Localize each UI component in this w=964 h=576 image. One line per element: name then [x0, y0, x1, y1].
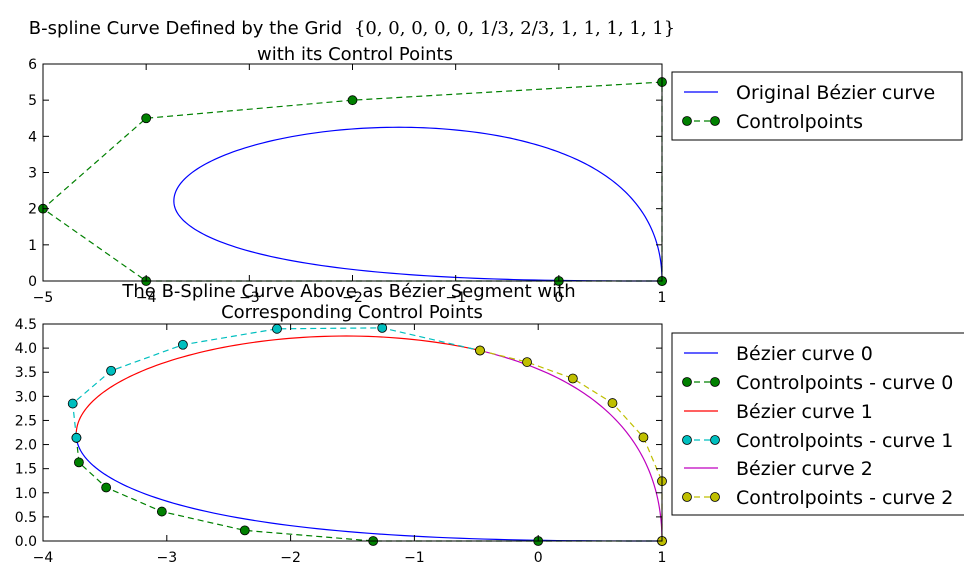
x-tick-label: −1 — [445, 290, 466, 306]
chart-bottom: −4 −3 −2 −1 0 1 0.0 0.5 1.0 1.5 2.0 2.5 3.0 3.5 4.0 4.5… — [15, 281, 667, 566]
x-tick-label: −3 — [239, 290, 260, 306]
chart-bottom-legend: Bézier curve 0 Controlpoints - curve 0 B… — [671, 332, 964, 516]
y-tick-label: 0.0 — [15, 534, 37, 550]
legend-label-controlpoints-1: Controlpoints - curve 1 — [736, 430, 953, 452]
y-tick-label: 2 — [28, 202, 37, 218]
x-tick-label: −3 — [156, 550, 177, 566]
data-point-controlpoints-curve-1 — [106, 365, 116, 376]
y-tick-label: 4 — [28, 129, 37, 145]
y-tick-label: 2.0 — [15, 438, 37, 454]
legend-marker-controlpoints-b — [710, 116, 720, 126]
chart-top-title-math: {0, 0, 0, 0, 0, 1/3, 2/3, 1, 1, 1, 1, 1} — [354, 18, 675, 39]
series-line-controlpoints — [42, 81, 663, 282]
x-tick-label: −4 — [33, 550, 54, 566]
chart-top-title-line2: with its Control Points — [257, 44, 453, 65]
chart-top: B-spline Curve Defined by the Grid {0, 0… — [28, 18, 675, 306]
data-point-controlpoints-curve-1 — [177, 339, 188, 350]
y-tick-label: 1.5 — [15, 462, 37, 478]
legend-label-bezier-2: Bézier curve 2 — [736, 458, 873, 480]
chart-top-legend: Original Bézier curve Controlpoints — [671, 71, 963, 141]
y-tick-label: 0.5 — [15, 510, 37, 526]
series-line-original-b-zier-curve — [173, 126, 663, 282]
x-tick-label: 0 — [534, 550, 543, 566]
legend-label-bezier-0: Bézier curve 0 — [736, 343, 873, 365]
legend-marker-controlpoints-0-b — [710, 377, 720, 387]
chart-bottom-axes-frame — [42, 323, 663, 542]
chart-bottom-plot-area — [67, 322, 667, 546]
legend-marker-controlpoints-a — [682, 116, 692, 126]
x-tick-label: −4 — [136, 290, 157, 306]
chart-top-ticks: −5 −4 −3 −2 −1 0 1 0 1 2 3 4 5 6 — [28, 57, 666, 306]
chart-bottom-title: The B-Spline Curve Above as Bézier Segme… — [121, 281, 575, 302]
data-point-controlpoints-curve-2 — [607, 398, 618, 408]
legend-label-bezier-1: Bézier curve 1 — [736, 401, 873, 423]
data-point-controlpoints-curve-1 — [377, 322, 388, 333]
data-point-controlpoints-curve-2 — [567, 373, 578, 384]
data-point-controlpoints-curve-0 — [239, 525, 250, 536]
chart-bottom-ticks: −4 −3 −2 −1 0 1 0.0 0.5 1.0 1.5 2.0 2.5 3.0 3.5 4.0 4.5 — [15, 317, 667, 566]
data-point-controlpoints — [347, 95, 358, 106]
series-line-b-zier-curve-1 — [75, 335, 481, 438]
chart-bottom-title-line2: Corresponding Control Points — [221, 302, 483, 323]
y-tick-label: 2.5 — [15, 413, 37, 429]
x-tick-label: −2 — [280, 550, 301, 566]
data-point-controlpoints-curve-0 — [74, 457, 84, 468]
y-tick-label: 0 — [28, 274, 37, 290]
x-tick-label: −5 — [33, 290, 54, 306]
y-tick-label: 1 — [28, 238, 37, 254]
chart-top-title: B-spline Curve Defined by the Grid {0, 0… — [29, 18, 675, 39]
chart-top-legend-box — [671, 71, 963, 141]
legend-label-controlpoints-0: Controlpoints - curve 0 — [736, 372, 953, 394]
data-point-controlpoints-curve-2 — [475, 345, 485, 356]
x-tick-label: 1 — [658, 290, 667, 306]
data-point-controlpoints-curve-1 — [67, 398, 78, 409]
legend-marker-controlpoints-2-a — [682, 492, 692, 502]
y-tick-label: 5 — [28, 93, 37, 109]
data-point-controlpoints-curve-1 — [71, 432, 82, 443]
y-tick-label: 3.5 — [15, 365, 37, 381]
y-tick-label: 1.0 — [15, 486, 37, 502]
x-tick-label: −1 — [404, 550, 425, 566]
x-tick-label: −2 — [342, 290, 363, 306]
data-point-controlpoints-curve-1 — [272, 323, 282, 334]
data-point-controlpoints-curve-0 — [156, 506, 167, 517]
legend-marker-controlpoints-1-b — [710, 435, 720, 445]
legend-marker-controlpoints-1-a — [682, 435, 692, 445]
chart-top-title-text: B-spline Curve Defined by the Grid — [29, 18, 342, 39]
legend-marker-controlpoints-0-a — [682, 377, 692, 387]
data-point-controlpoints-curve-2 — [638, 432, 649, 443]
y-tick-label: 3.0 — [15, 389, 37, 405]
y-tick-label: 6 — [28, 57, 37, 73]
chart-bottom-legend-box — [671, 332, 964, 516]
series-line-controlpoints-curve-1 — [72, 327, 481, 438]
y-tick-label: 4.5 — [15, 317, 37, 333]
data-point-controlpoints-curve-0 — [101, 482, 112, 493]
y-tick-label: 4.0 — [15, 341, 37, 357]
x-tick-label: 0 — [554, 290, 563, 306]
series-line-controlpoints-curve-0 — [75, 437, 662, 542]
legend-label-controlpoints-2: Controlpoints - curve 2 — [736, 487, 953, 509]
series-line-b-zier-curve-0 — [75, 437, 662, 542]
x-tick-label: 1 — [658, 550, 667, 566]
legend-label-controlpoints: Controlpoints — [736, 111, 863, 133]
data-point-controlpoints-curve-2 — [522, 357, 532, 367]
y-tick-label: 3 — [28, 166, 37, 182]
legend-marker-controlpoints-2-b — [710, 492, 720, 502]
chart-top-plot-area — [38, 77, 667, 286]
legend-label-original-bezier: Original Bézier curve — [736, 82, 935, 104]
data-point-controlpoints — [141, 113, 152, 124]
